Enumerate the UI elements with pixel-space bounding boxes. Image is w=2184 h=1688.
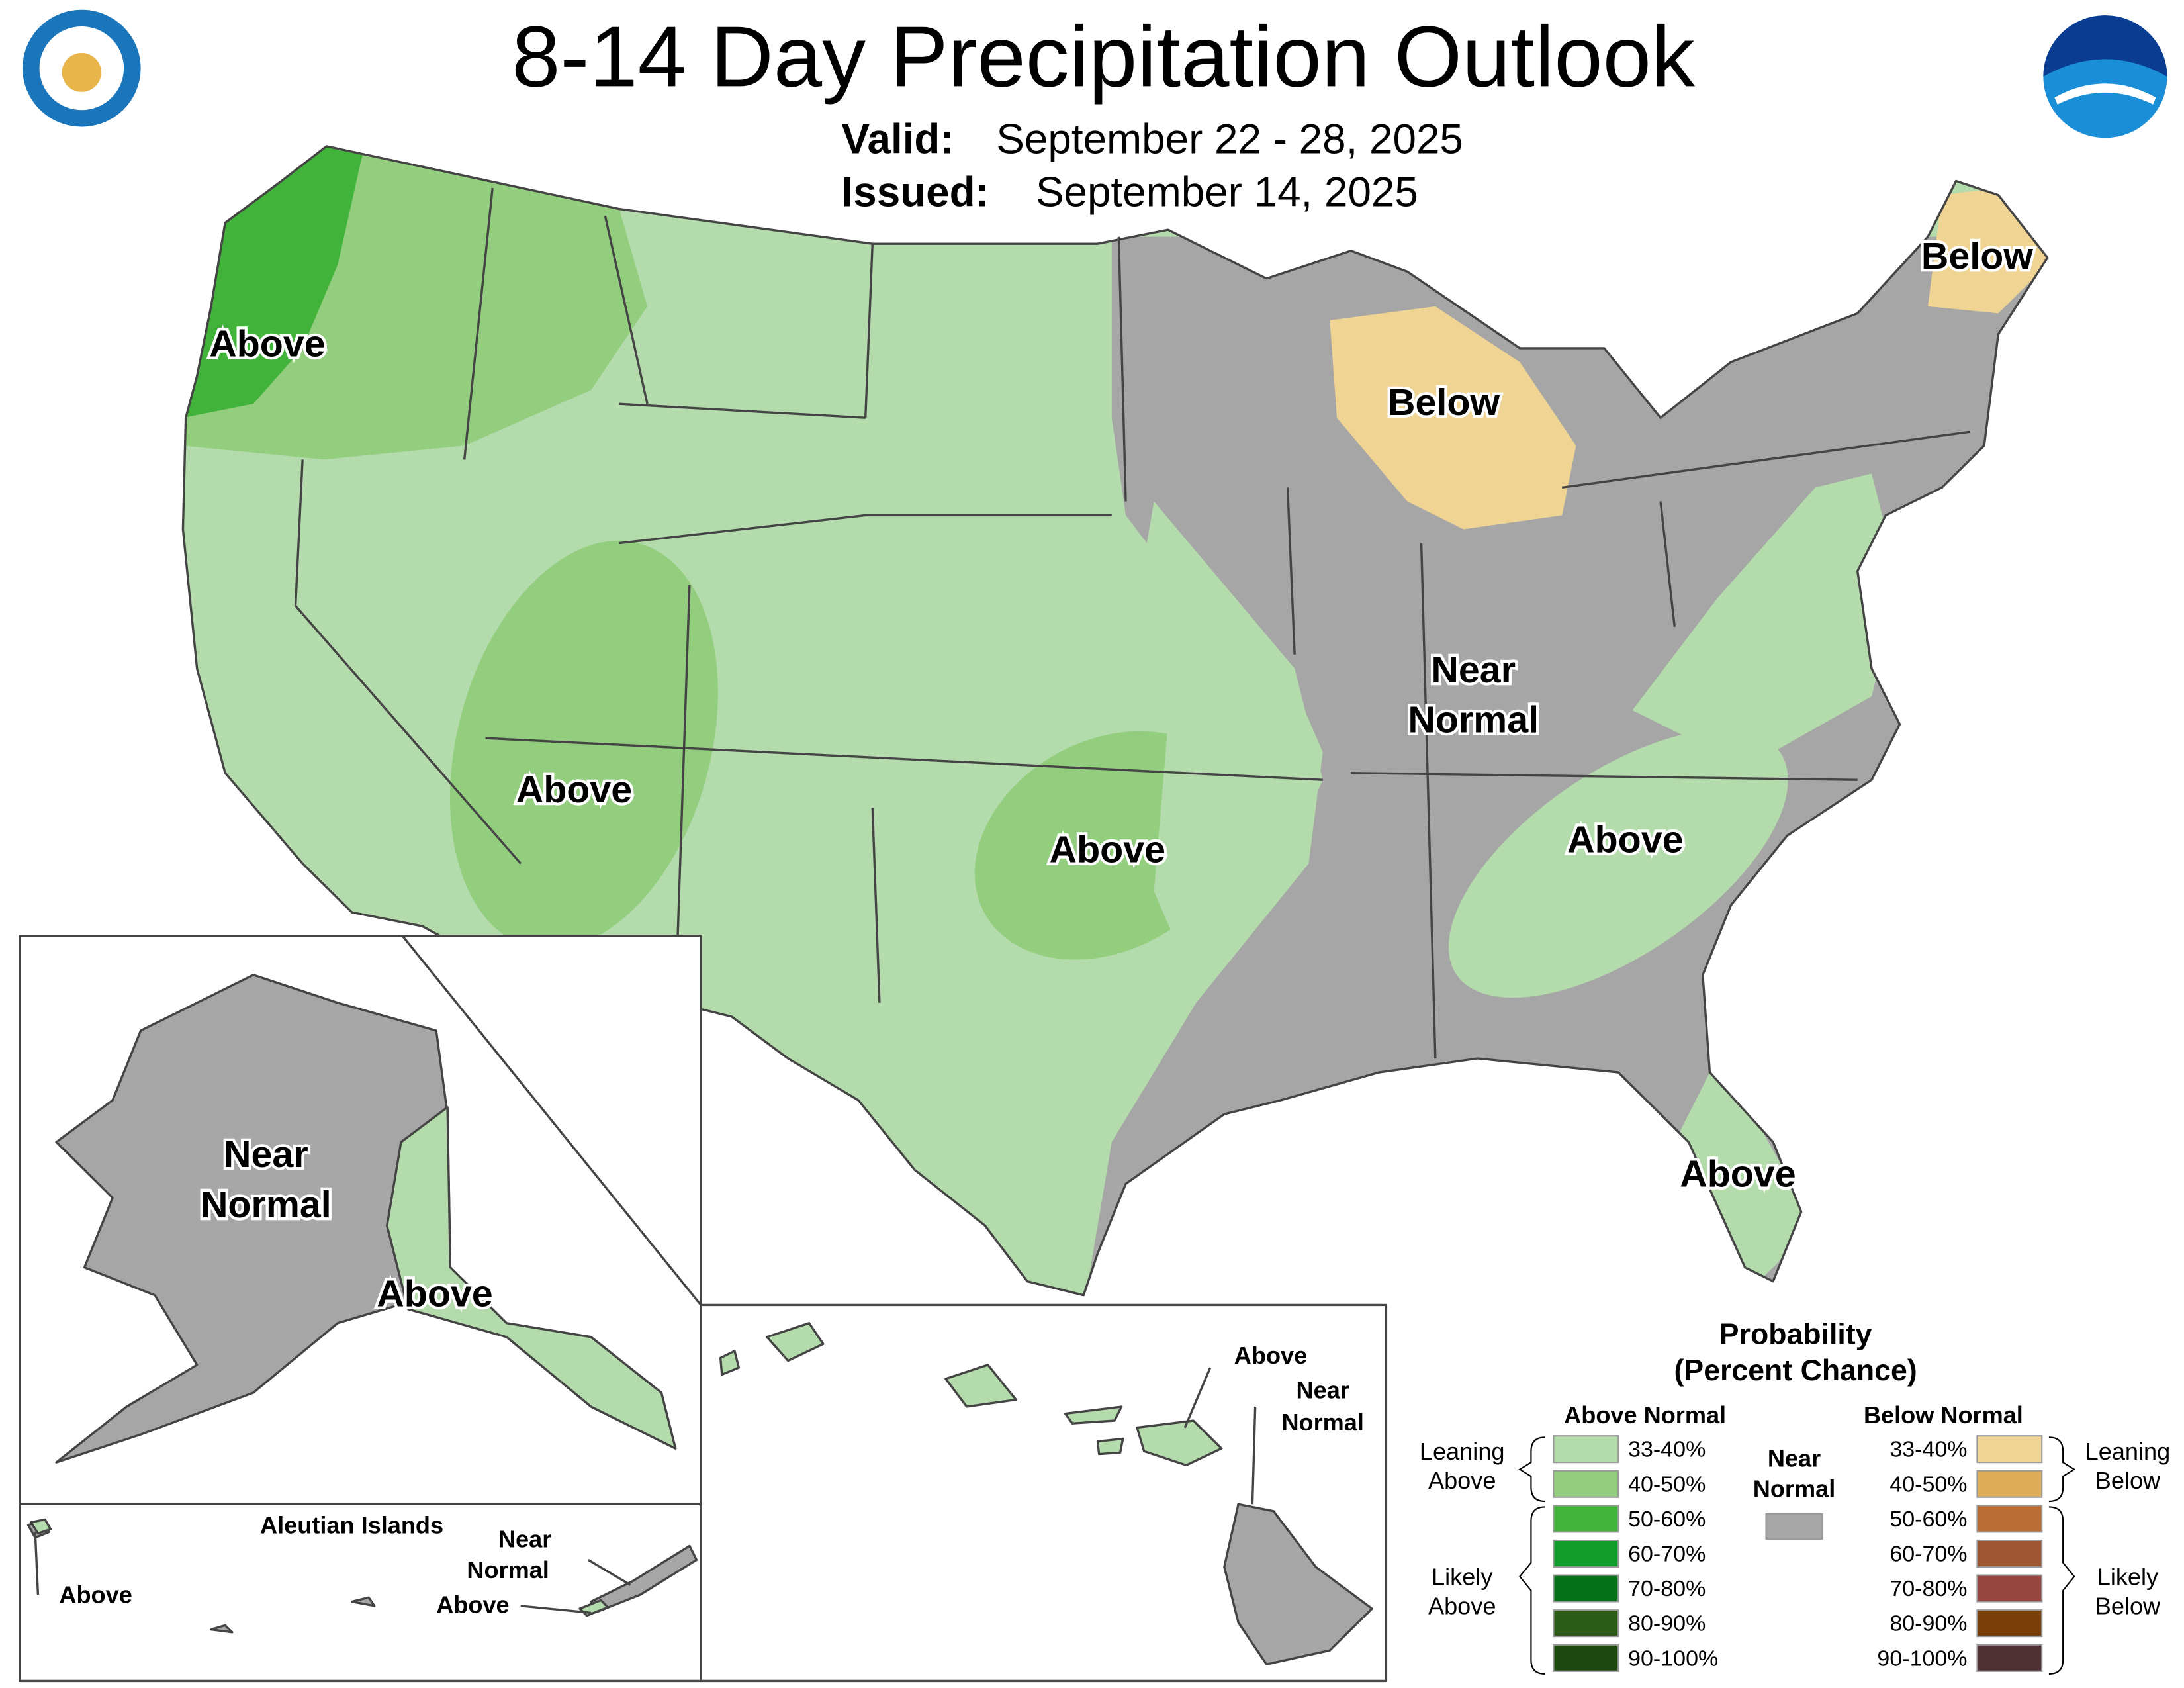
legend-bin: 60-70% [1889,1542,1967,1567]
legend-bin: 50-60% [1889,1507,1967,1532]
legend-swatch [1553,1470,1619,1498]
legend-swatch [1553,1539,1619,1568]
legend-braces [1518,1436,2076,1675]
legend-group: Likely [1432,1563,1492,1590]
legend-group: Above [1428,1467,1496,1494]
region-label: Above [1567,819,1683,861]
legend-bin: 60-70% [1628,1542,1706,1567]
region-label: Below [1921,235,2034,277]
region-label: Normal [1408,699,1539,741]
issued-date: September 14, 2025 [1036,169,1418,216]
legend-group: Likely [2097,1563,2158,1590]
region-label: Near [224,1133,308,1176]
aleutian-inset [19,1503,702,1683]
big-island [1223,1503,1373,1665]
legend-swatch [1765,1513,1823,1540]
title: 8-14 Day Precipitation Outlook [512,8,1695,105]
legend-swatch [1553,1609,1619,1638]
legend-bin: 50-60% [1628,1507,1706,1532]
legend-bin: 70-80% [1889,1576,1967,1601]
leader-lines [34,1532,631,1615]
legend-swatch [1976,1574,2043,1603]
legend-bin: 33-40% [1889,1437,1967,1462]
above-33-40 [1448,729,1788,998]
leader-lines [1183,1367,1257,1505]
region-label: Above [516,769,632,811]
above-33-40 [1674,1072,1815,1295]
noaa-logo [2043,15,2167,138]
state-borders [294,187,1971,1059]
below-33-40 [1330,306,1576,530]
legend-bin: 40-50% [1889,1472,1967,1497]
hawaii-above [719,1322,1223,1467]
legend: Probability (Percent Chance) Above Norma… [1420,1319,2171,1675]
legend-swatch [1976,1539,2043,1568]
legend-heading: Above Normal [1564,1401,1726,1429]
alaska-above [386,1105,677,1450]
region-label: Near [1431,649,1516,691]
legend-swatch [1976,1644,2043,1672]
issued-label: Issued: [842,169,989,216]
legend-swatch [1553,1435,1619,1464]
region-label: Above [59,1581,132,1609]
inset-title: Aleutian Islands [260,1512,443,1539]
legend-title: Probability [1719,1319,1872,1351]
legend-group: Below [2095,1593,2161,1620]
legend-bin: 90-100% [1877,1646,1967,1671]
conus-regions [183,146,2048,1295]
above-33-40 [1632,473,1900,753]
legend-heading: Below Normal [1864,1401,2023,1429]
legend-swatch [1976,1470,2043,1498]
legend-bin: 80-90% [1889,1611,1967,1636]
legend-group: Below [2095,1467,2161,1494]
legend-swatch [1976,1505,2043,1533]
region-label: Above [209,323,325,365]
inset-connector [401,935,702,1306]
region-label: Above [436,1591,509,1618]
legend-swatch [1553,1644,1619,1672]
legend-swatch [1976,1435,2043,1464]
legend-group: Leaning [1420,1438,1505,1465]
region-label: Above [1234,1342,1307,1369]
legend-near-normal: Near [1768,1445,1821,1472]
legend-swatch [1553,1574,1619,1603]
legend-near-normal: Normal [1753,1476,1835,1503]
region-label: Normal [1281,1409,1363,1436]
legend-swatch [1976,1609,2043,1638]
region-label: Above [1050,829,1165,871]
aleutian-islands [26,1519,698,1634]
region-label: Near [1297,1377,1349,1404]
legend-bin: 70-80% [1628,1576,1706,1601]
valid-dates: September 22 - 28, 2025 [996,117,1463,163]
legend-swatch [1553,1505,1619,1533]
legend-bin: 80-90% [1628,1611,1706,1636]
legend-group: Above [1428,1593,1496,1620]
legend-bin: 90-100% [1628,1646,1718,1671]
region-label: Normal [467,1556,549,1583]
legend-subtitle: (Percent Chance) [1674,1354,1917,1387]
legend-bin: 40-50% [1628,1472,1706,1497]
legend-group: Leaning [2085,1438,2171,1465]
above-40-50 [449,540,718,950]
legend-bin: 33-40% [1628,1437,1706,1462]
region-label: Below [1388,381,1500,424]
above-33-40 [1140,501,1323,989]
region-label: Above [377,1273,492,1315]
valid-label: Valid: [842,117,954,163]
region-label: Near [498,1526,551,1553]
commerce-seal [23,9,141,127]
region-label: Normal [201,1184,332,1226]
region-label: Above [1680,1153,1796,1196]
